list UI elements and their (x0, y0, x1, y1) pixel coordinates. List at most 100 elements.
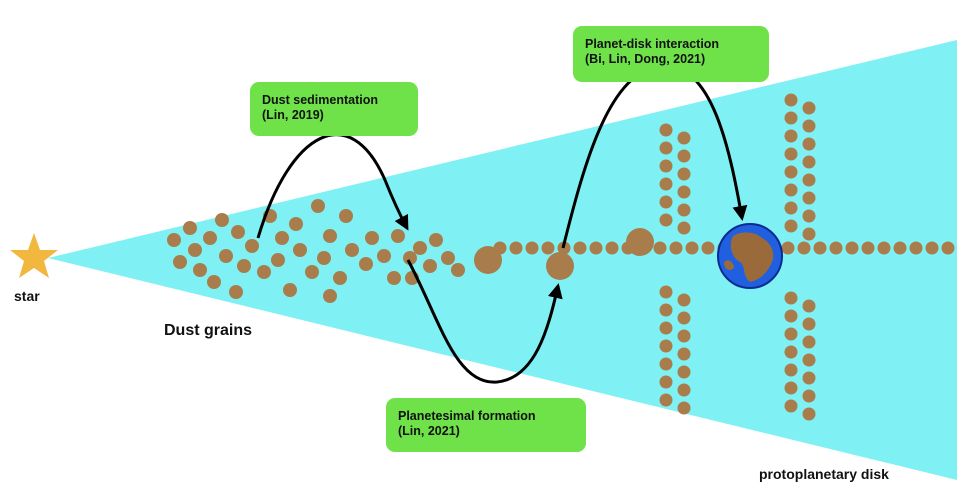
dust-grain (784, 345, 798, 359)
dust-grain (802, 173, 816, 187)
dust-grain (784, 309, 798, 323)
dust-grain (339, 209, 353, 223)
dust-grain (677, 329, 691, 343)
dust-grain (275, 231, 289, 245)
callout-planet-disk-interaction: Planet-disk interaction (Bi, Lin, Dong, … (573, 26, 769, 82)
dust-grain (802, 371, 816, 385)
dust-grain (784, 165, 798, 179)
dust-grain (802, 227, 816, 241)
dust-grain (659, 321, 673, 335)
callout-planetesimal-formation: Planetesimal formation (Lin, 2021) (386, 398, 586, 452)
dust-grain (784, 291, 798, 305)
dust-grain (659, 141, 673, 155)
dust-grain (257, 265, 271, 279)
dust-grain (802, 299, 816, 313)
callout-planet-disk-interaction-line2: (Bi, Lin, Dong, 2021) (585, 52, 706, 66)
dust-grain (659, 195, 673, 209)
dust-grain (283, 283, 297, 297)
dust-grain (802, 119, 816, 133)
dust-grain (589, 241, 603, 255)
dust-grain (271, 253, 285, 267)
planetesimal (546, 252, 574, 280)
dust-grain (215, 213, 229, 227)
dust-grain (525, 241, 539, 255)
dust-grain (219, 249, 233, 263)
dust-grain (802, 191, 816, 205)
dust-grain (311, 199, 325, 213)
callout-planetesimal-formation-line2: (Lin, 2021) (398, 424, 460, 438)
protoplanetary-disk-label: protoplanetary disk (759, 466, 889, 482)
dust-grain (784, 147, 798, 161)
dust-grain (167, 233, 181, 247)
planet-icon (717, 223, 783, 289)
dust-grain (659, 285, 673, 299)
dust-grain (677, 203, 691, 217)
dust-grain (685, 241, 699, 255)
dust-grains-label: Dust grains (164, 322, 253, 339)
dust-grain (677, 149, 691, 163)
dust-grain (784, 111, 798, 125)
arrow-planetesimal-formation (406, 259, 563, 384)
dust-grain (781, 241, 795, 255)
dust-grain (423, 259, 437, 273)
dust-grain (573, 241, 587, 255)
dust-grain (802, 407, 816, 421)
dust-grain (677, 347, 691, 361)
dust-grain (391, 229, 405, 243)
dust-grain (701, 241, 715, 255)
arrow-dust-sedimentation (256, 133, 409, 239)
dust-grain (229, 285, 243, 299)
dust-grain (677, 167, 691, 181)
dust-grain (293, 243, 307, 257)
dust-grain (323, 229, 337, 243)
dust-grain (802, 209, 816, 223)
dust-grain (365, 231, 379, 245)
dust-grain (802, 137, 816, 151)
dust-grain (677, 131, 691, 145)
dust-grain (802, 101, 816, 115)
protoplanetary-disk (48, 40, 957, 480)
dust-grain (207, 275, 221, 289)
dust-grain (659, 303, 673, 317)
dust-grain (677, 293, 691, 307)
dust-grain (909, 241, 923, 255)
dust-grain (802, 353, 816, 367)
dust-grain (317, 251, 331, 265)
dust-grain (784, 219, 798, 233)
dust-grain (413, 241, 427, 255)
dust-grain (925, 241, 939, 255)
dust-grain (659, 357, 673, 371)
star-label: star (14, 288, 40, 304)
callout-dust-sedimentation: Dust sedimentation (Lin, 2019) (250, 82, 418, 136)
dust-grain (802, 317, 816, 331)
dust-grain (193, 263, 207, 277)
dust-grain (784, 381, 798, 395)
dust-grain (861, 241, 875, 255)
dust-grain (441, 251, 455, 265)
dust-grain (677, 221, 691, 235)
callout-dust-sedimentation-line2: (Lin, 2019) (262, 108, 324, 122)
planetesimal (474, 246, 502, 274)
dust-grain (659, 375, 673, 389)
dust-grain (784, 363, 798, 377)
dust-grain (802, 389, 816, 403)
dust-grain (509, 241, 523, 255)
dust-grain (245, 239, 259, 253)
dust-grain (941, 241, 955, 255)
dust-grain (784, 327, 798, 341)
callout-planetesimal-formation-line1: Planetesimal formation (398, 409, 536, 423)
dust-grain (677, 311, 691, 325)
dust-grain (659, 177, 673, 191)
callout-planet-disk-interaction-line1: Planet-disk interaction (585, 37, 720, 51)
dust-grain (403, 251, 417, 265)
dust-grain (784, 399, 798, 413)
dust-grain (677, 365, 691, 379)
dust-grain (677, 401, 691, 415)
dust-grain (829, 241, 843, 255)
dust-grain (677, 383, 691, 397)
dust-grain (387, 271, 401, 285)
dust-grain (659, 159, 673, 173)
dust-grain (231, 225, 245, 239)
planetesimal (626, 228, 654, 256)
